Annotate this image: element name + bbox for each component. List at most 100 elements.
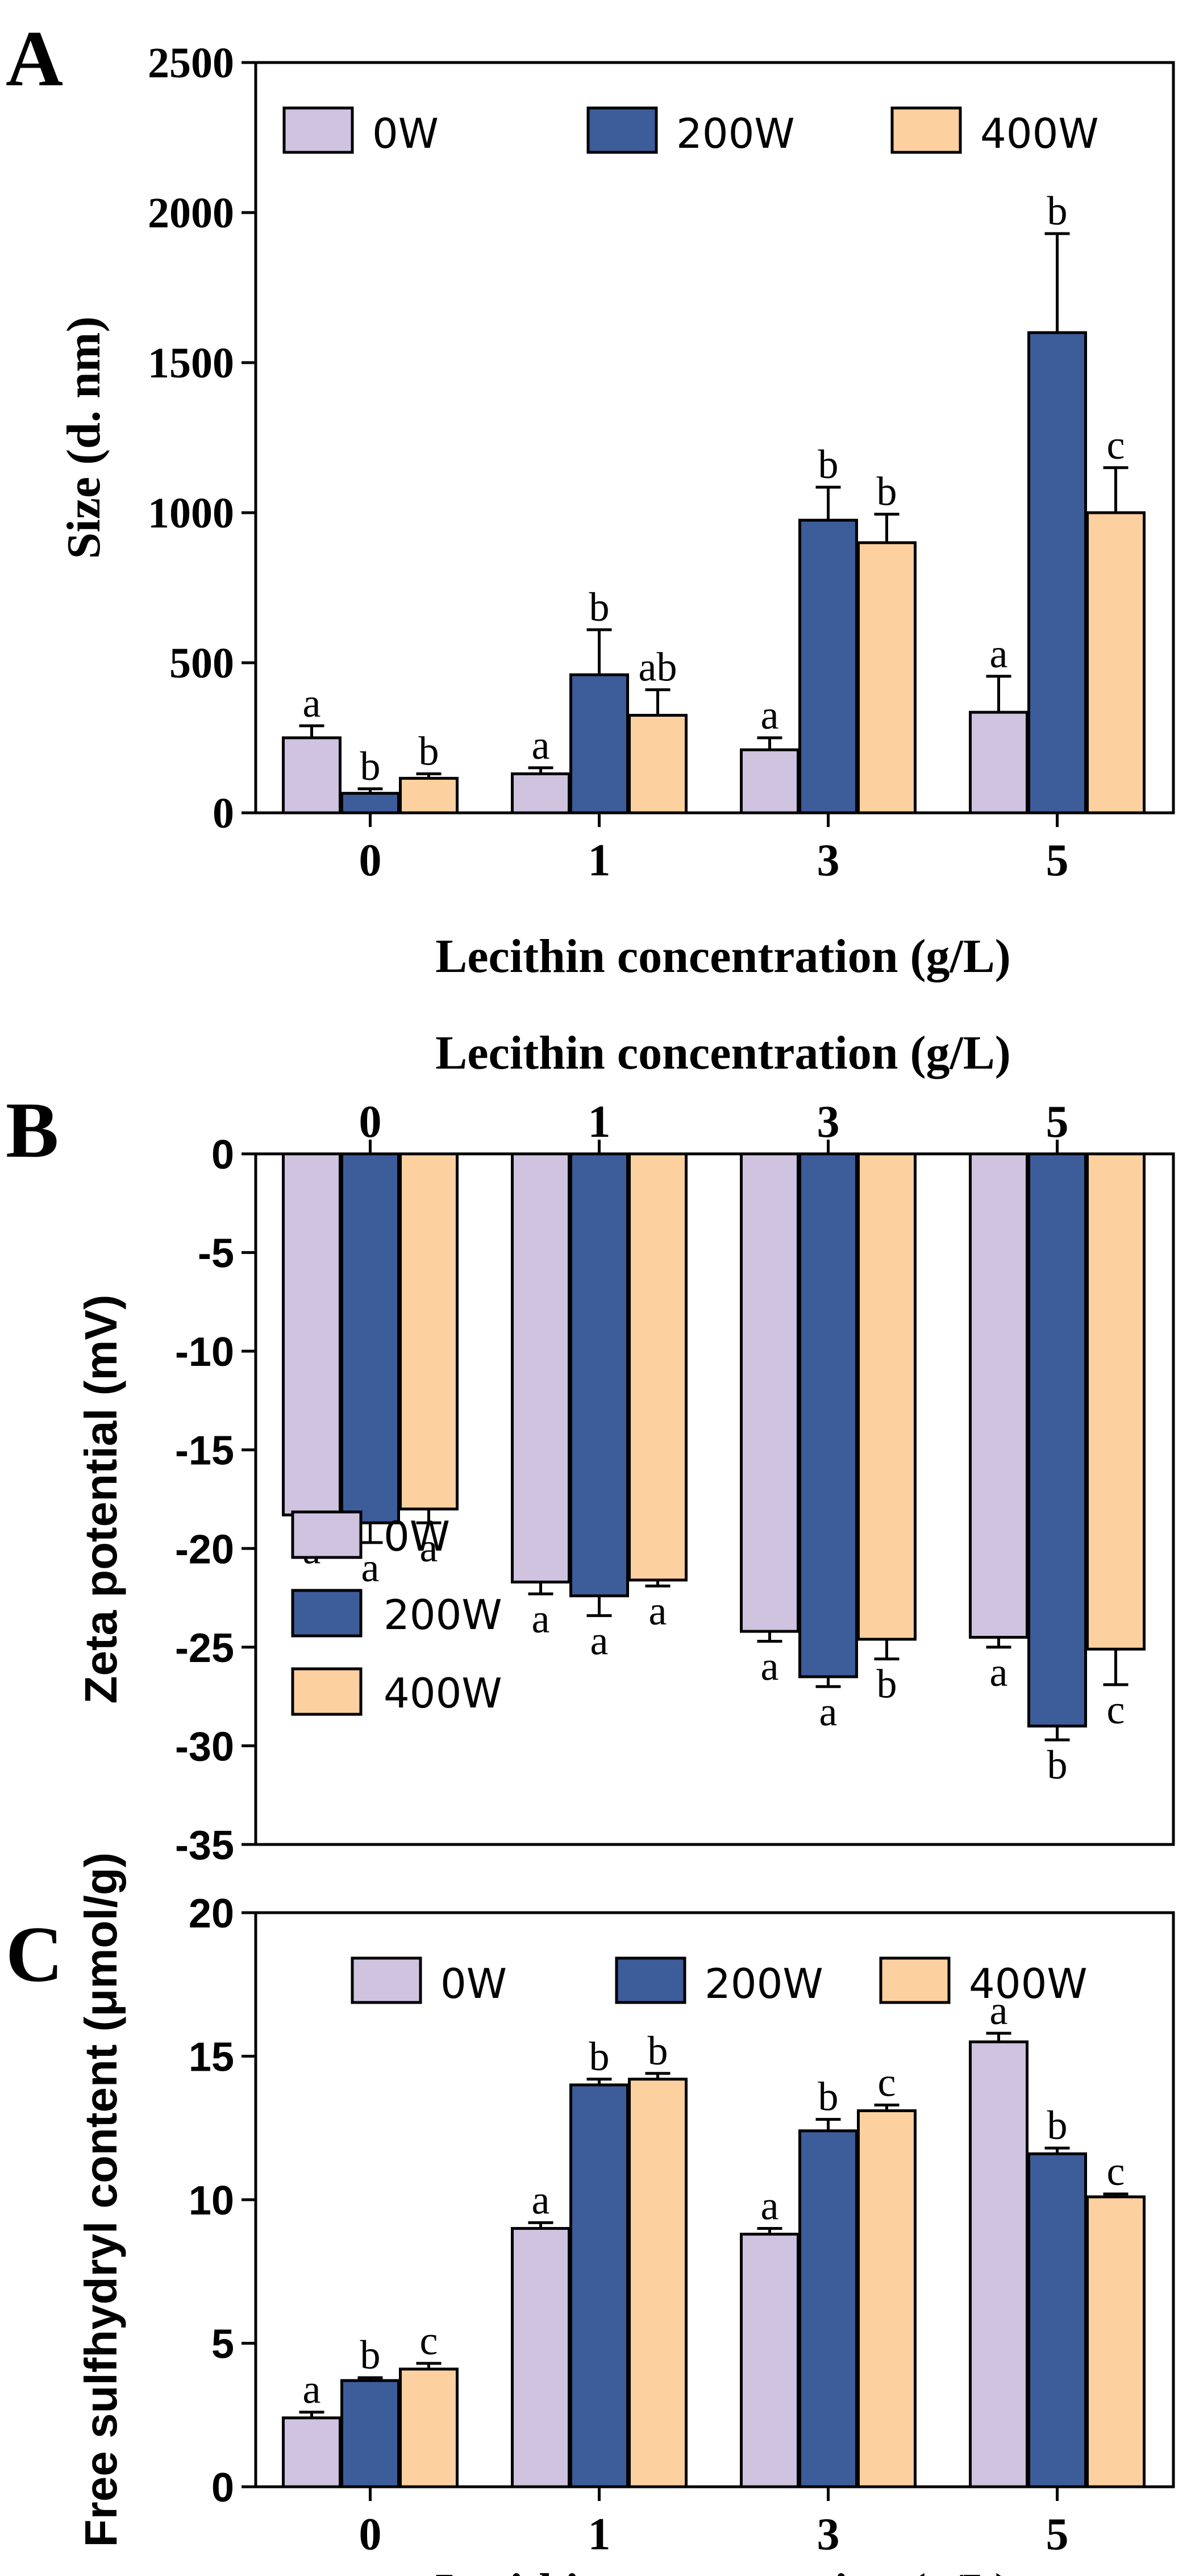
bar-c-0w-3 [740, 2233, 800, 2488]
bar-b-400w-1 [628, 1152, 688, 1582]
bar-b-400w-3 [857, 1152, 917, 1641]
legend-swatch-200w [615, 1956, 686, 2004]
legend-label-400w: 400W [980, 110, 1099, 157]
bar-c-0w-5 [969, 2040, 1029, 2488]
x-tick-label-a: 1 [588, 836, 611, 886]
bar-c-200w-3 [798, 2129, 858, 2488]
y-tick-label-a: 0 [213, 790, 234, 837]
bar-c-400w-1 [628, 2078, 688, 2488]
y-tick-label-c: 20 [189, 1891, 234, 1937]
y-tick-label-b: -5 [198, 1231, 234, 1277]
y-tick-label-c: 15 [189, 2035, 234, 2080]
bar-b-0w-5 [969, 1152, 1029, 1639]
bar-b-0w-0 [282, 1152, 342, 1516]
significance-letter-a: a [761, 692, 779, 738]
bar-c-400w-3 [857, 2109, 917, 2488]
y-tick-label-a: 1500 [148, 339, 234, 387]
significance-letter-c: b [1047, 2103, 1068, 2148]
y-tick-label-a: 500 [169, 639, 234, 687]
x-tick-label-b: 1 [588, 1097, 611, 1147]
significance-letter-b: a [761, 1643, 779, 1689]
bar-c-0w-0 [282, 2416, 342, 2488]
significance-letter-a: b [589, 584, 610, 630]
bar-a-400w-1 [628, 713, 688, 815]
legend-label-0w: 0W [372, 110, 439, 157]
significance-letter-b: b [877, 1661, 897, 1707]
y-tick-label-b: -10 [175, 1329, 234, 1375]
bar-b-200w-5 [1027, 1152, 1087, 1728]
bar-c-0w-1 [511, 2227, 571, 2488]
panel-letter-a: A [6, 15, 63, 103]
legend-swatch-200w [586, 106, 658, 154]
bar-a-0w-1 [511, 772, 571, 815]
significance-letter-a: a [532, 722, 550, 768]
legend-swatch-400w [879, 1956, 951, 2004]
x-tick-label-c: 1 [588, 2509, 611, 2560]
y-tick-label-b: -15 [175, 1428, 234, 1474]
significance-letter-c: b [589, 2034, 610, 2079]
panel-letter-b: B [6, 1086, 59, 1174]
significance-letter-c: b [648, 2028, 668, 2074]
significance-letter-b: a [819, 1689, 838, 1734]
significance-letter-b: c [1107, 1687, 1125, 1732]
y-tick-label-a: 2000 [148, 189, 234, 237]
significance-letter-c: b [818, 2074, 839, 2120]
y-tick-label-b: -35 [175, 1823, 234, 1868]
y-tick-label-b: 0 [211, 1132, 234, 1178]
bar-a-200w-1 [569, 673, 629, 815]
y-axis-title-b: Zeta potential (mV) [76, 1294, 126, 1704]
legend-label-0w: 0W [440, 1960, 507, 2008]
x-tick-label-a: 3 [817, 836, 840, 886]
bar-c-200w-5 [1027, 2152, 1087, 2488]
bar-a-0w-3 [740, 748, 800, 815]
bar-b-0w-1 [511, 1152, 571, 1584]
significance-letter-a: b [818, 442, 839, 487]
bar-b-400w-5 [1086, 1152, 1146, 1651]
significance-letter-a: a [303, 680, 321, 726]
significance-letter-a: ab [639, 645, 677, 690]
bar-a-200w-3 [798, 518, 858, 815]
chart-a: 0 500 1000 1500 2000 2500 Size (d. nm) Lecithin… [57, 39, 1175, 983]
y-tick-label-b: -30 [175, 1724, 234, 1769]
y-tick-label-c: 5 [211, 2322, 234, 2367]
significance-letter-c: a [761, 2183, 779, 2229]
legend-label-200w: 200W [676, 110, 795, 157]
x-tick-label-b: 0 [359, 1097, 382, 1147]
significance-letter-a: b [360, 743, 381, 789]
legend-swatch-0w [351, 1956, 422, 2004]
significance-letter-c: c [420, 2318, 438, 2363]
x-tick-label-b: 5 [1046, 1097, 1069, 1147]
bar-a-400w-3 [857, 541, 917, 815]
x-tick-label-c: 3 [817, 2509, 840, 2560]
y-axis-title-c: Free sulfhydryl content (μmol/g) [76, 1852, 126, 2547]
y-tick-label-c: 10 [189, 2178, 234, 2224]
significance-letter-b: a [532, 1596, 550, 1642]
bar-a-200w-5 [1027, 331, 1087, 815]
bar-c-200w-1 [569, 2083, 629, 2488]
bar-b-200w-3 [798, 1152, 858, 1678]
bar-a-400w-0 [399, 776, 459, 815]
legend-label-400w: 400W [384, 1669, 502, 1717]
significance-letter-b: a [590, 1618, 609, 1663]
legend-swatch-200w [291, 1589, 363, 1638]
significance-letter-b: b [1047, 1742, 1068, 1788]
bar-b-200w-0 [340, 1152, 400, 1524]
y-tick-label-a: 1000 [148, 489, 234, 537]
legend-c: 0W 200W 400W [351, 1956, 1088, 2008]
significance-letter-b: a [649, 1588, 667, 1634]
bar-c-400w-0 [399, 2367, 459, 2488]
panel-letter-c: C [6, 1910, 63, 1999]
plot-frame-a [254, 61, 1175, 815]
x-axis-title-c: Lecithin concentration (g/L) [435, 2564, 1011, 2576]
bar-a-400w-5 [1086, 511, 1146, 815]
significance-letter-a: b [419, 728, 439, 774]
bar-a-200w-0 [340, 792, 400, 815]
x-tick-label-c: 0 [359, 2509, 382, 2560]
legend-label-400w: 400W [969, 1960, 1088, 2008]
significance-letter-b: a [420, 1525, 438, 1570]
x-tick-label-b: 3 [817, 1097, 840, 1147]
plot-frame-b [254, 1152, 1175, 1846]
bar-c-200w-0 [340, 2379, 400, 2488]
significance-letter-a: c [1107, 422, 1125, 468]
